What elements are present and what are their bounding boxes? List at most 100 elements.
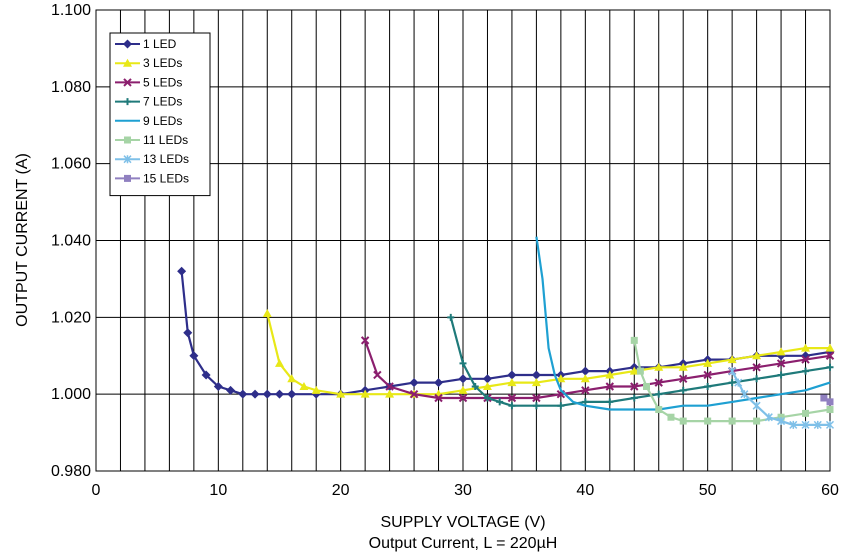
data-point-1-led — [531, 370, 541, 380]
data-point-1-led — [409, 378, 419, 388]
data-point-5-leds — [605, 382, 615, 391]
x-tick-label: 0 — [92, 482, 101, 499]
data-point-7-leds — [630, 394, 638, 402]
data-point-5-leds — [678, 374, 688, 384]
x-tick-label: 50 — [699, 482, 717, 499]
data-point-5-leds — [360, 336, 370, 345]
legend-label: 13 LEDs — [143, 152, 189, 166]
data-point-3-leds — [678, 362, 688, 371]
data-point-15-leds — [820, 394, 828, 402]
series-1-led — [177, 266, 835, 399]
data-point-1-led — [434, 378, 444, 388]
data-point-7-leds — [728, 379, 736, 387]
data-point-7-leds — [459, 359, 467, 367]
data-point-7-leds — [655, 390, 663, 398]
data-point-7-leds — [532, 402, 540, 410]
data-point-13-leds — [801, 420, 810, 429]
data-point-3-leds — [262, 308, 272, 317]
data-point-1-led — [226, 385, 236, 395]
y-tick-label: 0.980 — [51, 463, 91, 480]
data-point-13-leds — [777, 417, 786, 426]
legend-label: 3 LEDs — [143, 56, 182, 70]
data-point-1-led — [580, 366, 590, 376]
data-point-1-led — [287, 389, 297, 399]
data-point-7-leds — [496, 398, 504, 406]
legend-label: 7 LEDs — [143, 95, 182, 109]
legend-swatch-marker — [124, 98, 131, 106]
data-point-3-leds — [507, 378, 517, 387]
data-point-3-leds — [482, 381, 492, 390]
data-point-7-leds — [606, 398, 614, 406]
series-11-leds — [630, 336, 834, 425]
series-line-3-leds — [266, 313, 830, 396]
data-point-3-leds — [825, 343, 835, 352]
data-point-1-led — [458, 374, 468, 384]
data-point-1-led — [177, 266, 187, 276]
data-point-5-leds — [752, 363, 761, 372]
data-point-5-leds — [409, 389, 419, 399]
y-tick-labels: 0.980 1.000 1.020 1.040 1.060 1.080 1.100 — [51, 2, 91, 480]
data-point-13-leds — [813, 420, 822, 429]
data-point-15-leds — [826, 398, 834, 406]
y-tick-label: 1.040 — [51, 233, 91, 250]
series-line-9-leds — [535, 236, 831, 411]
x-tick-label: 60 — [821, 482, 839, 499]
data-point-13-leds — [740, 390, 749, 399]
x-tick-labels: 0 10 20 30 40 50 60 — [92, 482, 839, 499]
data-point-7-leds — [777, 371, 785, 379]
y-tick-label: 1.000 — [51, 386, 91, 403]
y-tick-label: 1.060 — [51, 156, 91, 173]
legend-item-11-leds: 11 LEDs — [115, 133, 188, 147]
legend-item-3-leds: 3 LEDs — [115, 56, 182, 70]
x-tick-label: 10 — [209, 482, 227, 499]
series-15-leds — [820, 394, 834, 406]
data-point-1-led — [275, 389, 284, 399]
data-point-5-leds — [654, 378, 663, 387]
data-point-3-leds — [299, 381, 309, 390]
data-point-5-leds — [434, 393, 443, 403]
plot-frame — [95, 9, 831, 472]
data-point-3-leds — [458, 385, 468, 394]
data-point-1-led — [213, 381, 223, 391]
data-point-3-leds — [776, 347, 786, 356]
data-point-3-leds — [275, 358, 284, 367]
data-point-11-leds — [630, 336, 638, 344]
data-point-7-leds — [483, 394, 491, 402]
data-point-3-leds — [580, 374, 590, 383]
data-point-5-leds — [507, 393, 517, 403]
data-point-5-leds — [458, 393, 468, 403]
data-point-1-led — [507, 370, 517, 380]
legend-swatch-marker — [123, 39, 132, 49]
x-tick-label: 30 — [454, 482, 472, 499]
data-point-1-led — [250, 389, 260, 399]
legend-item-5-leds: 5 LEDs — [115, 75, 182, 89]
data-point-1-led — [183, 328, 193, 338]
data-point-11-leds — [802, 409, 810, 417]
data-point-5-leds — [581, 386, 590, 395]
data-point-3-leds — [556, 374, 566, 383]
data-point-11-leds — [643, 382, 650, 390]
data-point-5-leds — [776, 359, 786, 368]
legend-label: 9 LEDs — [143, 114, 182, 128]
data-point-5-leds — [532, 393, 541, 403]
legend-label: 5 LEDs — [143, 75, 182, 89]
legend-item-1-led: 1 LED — [115, 37, 177, 51]
legend-label: 15 LEDs — [143, 171, 189, 185]
chart-caption: Output Current, L = 220µH — [369, 535, 558, 552]
x-axis-title: SUPPLY VOLTAGE (V) — [380, 514, 545, 531]
data-point-7-leds — [802, 367, 810, 375]
legend-swatch-marker — [123, 58, 132, 67]
data-point-13-leds — [752, 401, 761, 410]
data-point-1-led — [201, 370, 211, 380]
data-point-5-leds — [825, 351, 835, 360]
data-point-3-leds — [360, 389, 370, 398]
series-line-13-leds — [731, 370, 830, 426]
data-point-3-leds — [727, 355, 737, 364]
legend-swatch-marker — [124, 174, 131, 182]
data-point-7-leds — [679, 386, 687, 394]
data-point-3-leds — [385, 389, 395, 398]
data-point-3-leds — [531, 378, 541, 387]
data-point-1-led — [262, 389, 272, 399]
data-point-7-leds — [826, 363, 834, 371]
